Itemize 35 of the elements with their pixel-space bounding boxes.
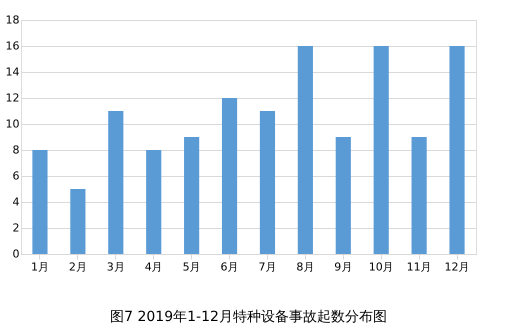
y-tick-label: 2	[12, 222, 20, 234]
bar	[449, 46, 465, 254]
bar	[260, 111, 276, 254]
y-tick-label: 16	[6, 40, 20, 52]
y-tick-label: 14	[6, 66, 20, 78]
x-tick-label: 1月	[30, 260, 49, 274]
bar	[336, 137, 351, 254]
x-tick-label: 12月	[444, 260, 470, 274]
y-tick-label: 12	[6, 92, 20, 104]
bar	[222, 98, 238, 254]
x-tick-label: 6月	[220, 260, 239, 274]
x-tick-label: 8月	[296, 260, 314, 274]
y-tick-label: 4	[12, 196, 20, 208]
x-tick-label: 2月	[68, 260, 87, 274]
bar	[374, 46, 389, 254]
y-tick-label: 0	[12, 248, 20, 260]
y-tick-label: 18	[6, 14, 20, 26]
bar	[146, 150, 162, 254]
bar	[298, 46, 313, 254]
bar	[412, 137, 427, 254]
bar	[108, 111, 124, 254]
y-tick-label: 10	[6, 118, 20, 130]
bar	[32, 150, 48, 254]
y-tick-label: 6	[12, 170, 20, 182]
x-tick-label: 10月	[368, 260, 394, 274]
y-tick-label: 8	[12, 144, 20, 156]
x-tick-label: 4月	[144, 260, 163, 274]
x-tick-label: 5月	[182, 260, 201, 274]
x-tick-label: 9月	[334, 260, 352, 274]
bar	[70, 189, 86, 254]
text: 图7 2019年1-12月特种设备事故起数分布图	[110, 309, 387, 325]
x-tick-label: 11月	[406, 260, 432, 274]
x-tick-label: 3月	[106, 260, 125, 274]
x-tick-label: 7月	[258, 260, 276, 274]
bar	[184, 137, 200, 254]
